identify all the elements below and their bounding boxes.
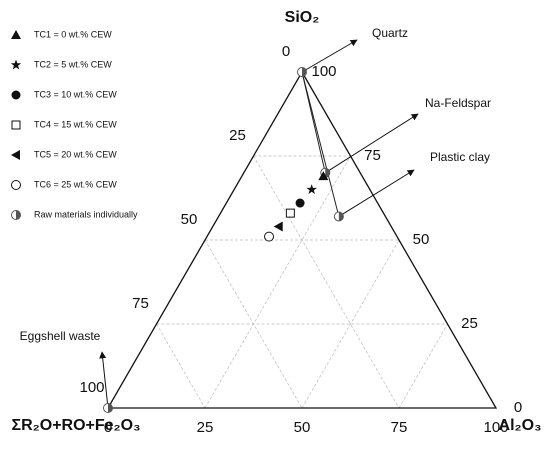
tick-label: 75 bbox=[364, 147, 381, 164]
annotation-arrow bbox=[338, 169, 415, 217]
annotation: Na-Feldspar bbox=[425, 96, 491, 110]
legend-marker bbox=[11, 150, 20, 160]
tick-label: 75 bbox=[132, 295, 149, 312]
tick-label: 0 bbox=[104, 419, 112, 436]
tick-label: 25 bbox=[229, 127, 246, 144]
point-half bbox=[108, 403, 113, 413]
grid-line bbox=[398, 323, 448, 409]
annotation: Eggshell waste bbox=[20, 329, 101, 343]
axis-title: ΣR₂O+RO+Fe₂O₃ bbox=[11, 417, 140, 434]
grid-line bbox=[156, 323, 206, 409]
tick-label: 50 bbox=[294, 419, 311, 436]
tick-label: 75 bbox=[391, 419, 408, 436]
annotation: Quartz bbox=[372, 26, 408, 40]
grid-line bbox=[204, 155, 351, 409]
grid-line bbox=[301, 239, 400, 409]
tick-label: 25 bbox=[461, 315, 478, 332]
tick-label: 100 bbox=[79, 379, 104, 396]
point-half bbox=[338, 211, 344, 221]
legend-label: TC6 = 25 wt.% CEW bbox=[34, 179, 117, 189]
axis-title: SiO₂ bbox=[285, 9, 320, 26]
point-half bbox=[302, 67, 307, 77]
point bbox=[295, 198, 305, 208]
legend-label: TC4 = 15 wt.% CEW bbox=[34, 119, 117, 129]
legend-marker bbox=[11, 90, 21, 100]
grid-line bbox=[253, 155, 400, 409]
annotation-arrow bbox=[301, 39, 358, 73]
tie-line bbox=[301, 71, 340, 217]
legend-label: TC2 = 5 wt.% CEW bbox=[34, 59, 112, 69]
point bbox=[306, 184, 317, 195]
legend-label: TC3 = 10 wt.% CEW bbox=[34, 89, 117, 99]
point bbox=[103, 403, 113, 413]
legend-marker bbox=[10, 59, 22, 70]
legend-marker bbox=[11, 180, 21, 190]
tick-label: 100 bbox=[483, 419, 508, 436]
grid-line bbox=[204, 239, 303, 409]
legend-label: TC1 = 0 wt.% CEW bbox=[34, 29, 112, 39]
annotation-arrow bbox=[325, 113, 419, 174]
tick-label: 100 bbox=[311, 63, 336, 80]
point bbox=[318, 171, 329, 181]
tick-label: 0 bbox=[282, 43, 290, 60]
point-half bbox=[16, 210, 21, 220]
legend-marker bbox=[11, 210, 21, 220]
point bbox=[297, 67, 307, 77]
tick-label: 25 bbox=[197, 419, 214, 436]
annotation: Plastic clay bbox=[430, 150, 490, 164]
tick-label: 50 bbox=[181, 211, 198, 228]
point-half bbox=[325, 168, 330, 178]
point bbox=[264, 231, 275, 242]
tick-label: 50 bbox=[413, 231, 430, 248]
point bbox=[333, 211, 344, 222]
point bbox=[273, 221, 283, 232]
point bbox=[285, 208, 295, 218]
legend-label: TC5 = 20 wt.% CEW bbox=[34, 149, 117, 159]
triangle-frame bbox=[106, 70, 498, 409]
tick-label: 0 bbox=[514, 399, 522, 416]
legend-label: Raw materials individually bbox=[34, 209, 138, 219]
annotation-arrow bbox=[99, 351, 109, 409]
legend-marker bbox=[11, 30, 21, 39]
axis-title: Al₂O₃ bbox=[499, 417, 542, 434]
legend-marker bbox=[11, 120, 21, 130]
